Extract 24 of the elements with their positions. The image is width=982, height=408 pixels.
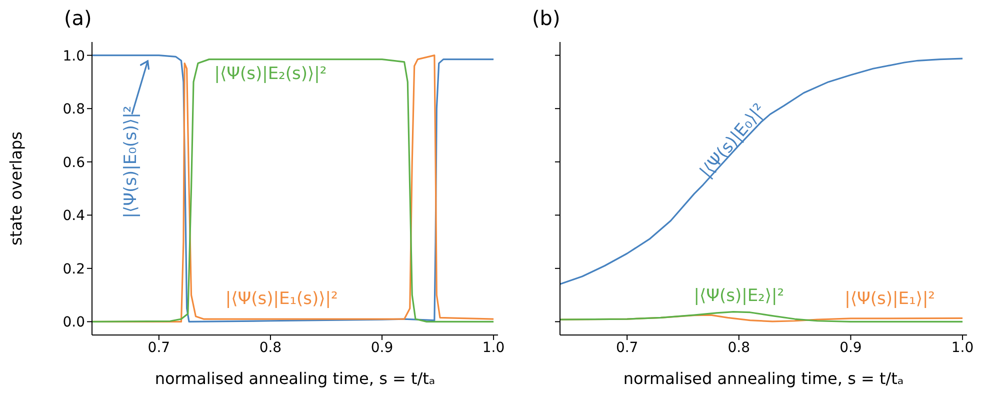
chart-title: (b) (532, 6, 560, 30)
text: |⟨Ψ(s)|E₀(s)⟩|² (121, 106, 142, 218)
y-tick-label: 0.6 (62, 154, 86, 171)
series-label: |⟨Ψ(s)|E₁⟩|² (844, 289, 936, 310)
x-tick-label: 0.9 (370, 340, 394, 356)
x-tick-label: 1.0 (482, 340, 505, 356)
x-tick-label: 0.8 (259, 340, 282, 356)
x-tick-label: 0.7 (148, 340, 170, 356)
series-label: |⟨Ψ(s)|E₂(s)⟩|² (214, 64, 327, 84)
y-tick-label: 0.2 (62, 261, 85, 278)
y-tick-label: 0.4 (62, 208, 86, 224)
x-tick-label: 0.9 (840, 340, 862, 356)
chart-title: (a) (64, 6, 92, 30)
y-tick-label: 0.0 (62, 314, 85, 331)
y-tick-label: 1.0 (62, 48, 85, 64)
series-label: |⟨Ψ(s)|E₁(s)⟩|² (225, 289, 338, 310)
x-tick-label: 0.7 (616, 340, 638, 356)
y-axis-title: state overlaps (6, 131, 26, 246)
x-axis-title: normalised annealing time, s = t/tₐ (623, 369, 904, 388)
series-label: |⟨Ψ(s)|E₂⟩|² (694, 286, 784, 306)
x-tick-label: 0.8 (728, 340, 750, 356)
x-axis-title: normalised annealing time, s = t/tₐ (154, 369, 436, 388)
y-tick-label: 0.8 (62, 102, 85, 118)
x-tick-label: 1.0 (951, 340, 974, 356)
